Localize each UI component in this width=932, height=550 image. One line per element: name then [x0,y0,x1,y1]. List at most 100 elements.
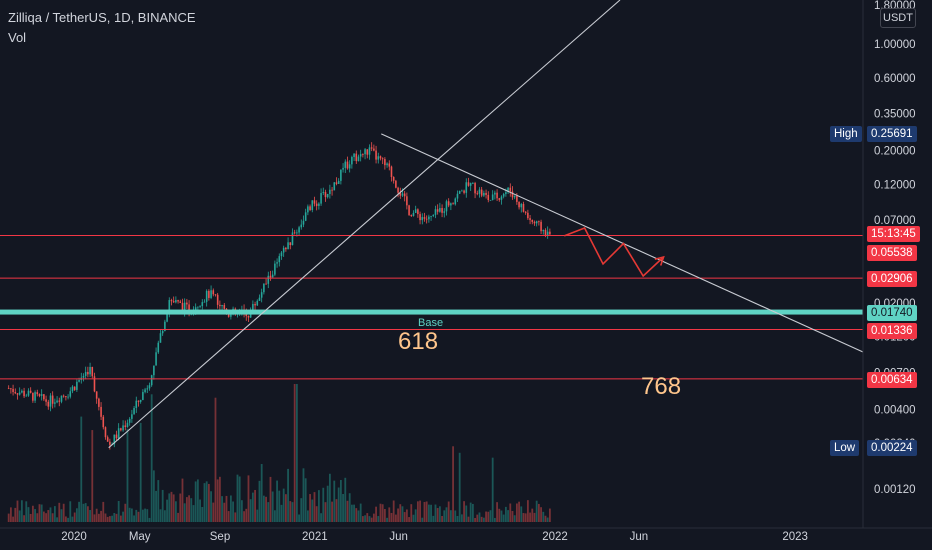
candle-body [287,242,289,250]
volume-bar [174,501,177,522]
volume-bar [287,468,289,522]
candle-body [507,187,509,193]
volume-bar [128,507,131,522]
candle-body [199,306,201,307]
volume-bar [205,481,208,522]
candle-body [67,396,69,398]
volume-bar [544,515,547,522]
volume-bar [20,500,23,522]
volume-bar [524,513,527,522]
volume-bar [298,514,300,522]
candle-body [216,294,219,305]
volume-bar [518,501,520,522]
volume-bar [522,513,525,522]
volume-bar [465,505,468,522]
volume-bar [139,422,142,522]
volume-bar [179,493,182,522]
volume-bar [364,515,366,522]
volume-bar [188,495,190,522]
volume-bar [73,512,76,522]
volume-bar [271,491,274,522]
volume-bar [7,513,10,522]
candle-body [43,394,45,400]
volume-bar [346,500,349,522]
x-tick-label: 2021 [302,531,328,543]
y-tick-label: 0.00120 [874,484,916,496]
candle-body [124,425,127,428]
volume-bar [293,384,296,522]
candle-body [71,386,74,392]
volume-bar [27,507,30,522]
volume-bar [335,499,338,522]
volume-bar [496,502,498,522]
candle-body [210,290,212,298]
candle-body [7,388,10,390]
volume-bar [447,501,450,522]
volume-bar [36,513,39,522]
candle-body [148,385,151,389]
currency-button[interactable]: USDT [880,8,916,28]
candle-body [304,212,307,221]
volume-bar [350,504,353,522]
volume-bar [359,503,362,522]
volume-bar [192,505,195,522]
base-level-line [0,309,863,315]
volume-bar [397,508,399,522]
volume-bar [18,510,21,522]
low-value-tag: 0.00224 [867,440,917,456]
volume-bar [454,510,457,522]
volume-indicator-label[interactable]: Vol [8,30,27,45]
candle-body [12,388,14,393]
candle-body [263,283,265,293]
volume-bar [386,517,388,522]
volume-bar [236,474,239,522]
candle-body [14,392,17,394]
volume-bar [102,501,105,522]
candle-body [65,396,67,398]
candle-body [386,163,388,166]
volume-bar [282,488,285,522]
volume-bar [100,510,102,522]
candle-body [128,418,131,423]
candle-body [285,247,287,250]
volume-bar [392,500,395,522]
candle-body [533,221,536,224]
candle-body [423,217,426,219]
volume-bars [7,384,551,522]
candlestick-series [7,142,551,450]
volume-bar [331,501,333,522]
projection-arrowhead [654,255,665,266]
volume-bar [243,511,245,522]
candle-body [278,256,281,263]
level-tag-00634: 0.00634 [867,372,917,388]
volume-bar [489,510,492,522]
x-tick-label: Jun [630,531,649,543]
volume-bar [317,490,320,522]
volume-bar [328,473,331,522]
candle-body [126,422,129,428]
candle-body [157,342,160,353]
volume-bar [60,509,63,522]
volume-bar [42,511,45,522]
candle-body [179,301,182,303]
x-tick-label: 2020 [61,531,87,543]
candle-body [430,215,432,217]
candle-body [432,214,435,216]
volume-bar [366,513,369,522]
y-tick-label: 0.07000 [874,215,916,227]
volume-bar [53,506,56,522]
volume-bar [533,512,536,522]
volume-bar [452,446,454,522]
candle-body [491,194,494,200]
volume-bar [491,457,494,522]
volume-bar [315,506,318,522]
fib-768-label: 768 [641,373,681,400]
current-price-tag: 0.05538 [867,245,917,261]
candle-body [326,193,329,198]
candle-body [348,164,351,169]
candle-body [408,205,410,215]
volume-bar [152,470,155,522]
volume-bar [212,502,215,522]
volume-bar [199,499,201,522]
